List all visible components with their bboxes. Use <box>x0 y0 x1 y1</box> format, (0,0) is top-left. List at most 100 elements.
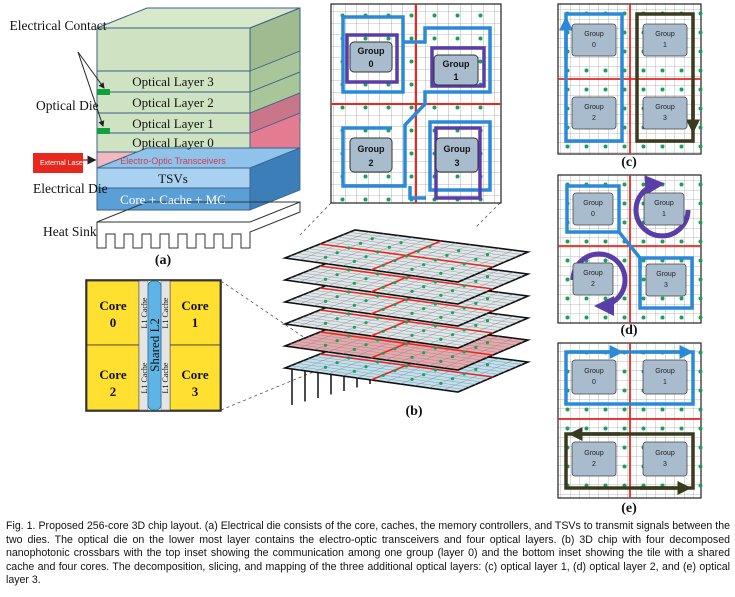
waveguide-node <box>622 369 627 374</box>
waveguide-node <box>409 13 414 18</box>
waveguide-node <box>409 59 414 64</box>
leader-line <box>474 202 501 229</box>
waveguide-node <box>565 407 570 412</box>
d-group-0-num: 0 <box>591 211 595 218</box>
tsvs-label: TSVs <box>158 171 188 186</box>
waveguide-node <box>698 277 703 282</box>
external-laser-box <box>33 153 83 173</box>
e-group-3-num: 3 <box>663 461 667 468</box>
core-2-box <box>86 344 140 411</box>
waveguide-node <box>698 201 703 206</box>
optical-die-label: Optical Die <box>36 98 99 113</box>
group-2-name: Group <box>358 144 385 154</box>
waveguide-node <box>478 59 483 64</box>
group-0-box <box>349 41 393 73</box>
waveguide-node <box>622 201 627 206</box>
group-1-name: Group <box>443 59 470 69</box>
waveguide-node <box>679 239 684 244</box>
waveguide-node <box>622 426 627 431</box>
waveguide-node <box>386 36 391 41</box>
d-group-3-num: 3 <box>664 282 668 289</box>
waveguide-node <box>565 258 570 263</box>
e-group-1-num: 1 <box>663 379 667 386</box>
d-group-0-name: Group <box>583 200 603 207</box>
c-group-0-name: Group <box>584 31 604 38</box>
waveguide-node <box>622 144 627 149</box>
waveguide-node <box>455 36 460 41</box>
waveguide-node <box>409 174 414 179</box>
waveguide-node <box>603 258 608 263</box>
waveguide-node <box>363 36 368 41</box>
waveguide-node <box>698 258 703 263</box>
waveguide-node <box>660 426 665 431</box>
waveguide-node <box>698 239 703 244</box>
panel-d: Group 0 Group 1 Group 2 Group 3 (d) <box>557 174 703 338</box>
waveguide-node <box>622 258 627 263</box>
waveguide-node <box>363 174 368 179</box>
waveguide-node <box>660 87 665 92</box>
figure-caption: Fig. 1. Proposed 256-core 3D chip layout… <box>6 520 730 587</box>
waveguide-node <box>679 68 684 73</box>
e-group-3-name: Group <box>655 450 675 457</box>
waveguide-node <box>603 315 608 320</box>
waveguide-node <box>622 315 627 320</box>
waveguide-node <box>603 239 608 244</box>
group-2-num: 2 <box>368 158 373 168</box>
core-3-num: 3 <box>192 384 199 399</box>
c-group-1-name: Group <box>655 31 675 38</box>
waveguide-node <box>698 483 703 488</box>
core-2-name: Core <box>99 367 126 382</box>
waveguide-node <box>565 144 570 149</box>
electrical-contact-pad <box>97 128 110 134</box>
waveguide-node <box>679 182 684 187</box>
waveguide-node <box>603 407 608 412</box>
d-group-3-name: Group <box>656 271 676 278</box>
waveguide-node <box>622 445 627 450</box>
group-2-box <box>349 137 393 173</box>
panel-b-label: (b) <box>405 404 422 419</box>
l1-cache-label: L1 Cache <box>140 297 149 328</box>
waveguide-node <box>698 388 703 393</box>
waveguide-node <box>698 369 703 374</box>
e-group-2-num: 2 <box>592 461 596 468</box>
waveguide-node <box>641 277 646 282</box>
waveguide-node <box>386 105 391 110</box>
waveguide-node <box>478 105 483 110</box>
waveguide-node <box>432 105 437 110</box>
waveguide-node <box>660 239 665 244</box>
e-group-1-name: Group <box>655 368 675 375</box>
waveguide-node <box>622 388 627 393</box>
e-group-0-name: Group <box>584 368 604 375</box>
waveguide-node <box>641 239 646 244</box>
waveguide-node <box>698 87 703 92</box>
waveguide-node <box>603 68 608 73</box>
waveguide-node <box>622 407 627 412</box>
c-group-3-name: Group <box>655 104 675 111</box>
waveguide-node <box>622 220 627 225</box>
waveguide-node <box>698 11 703 16</box>
waveguide-node <box>386 197 391 202</box>
waveguide-node <box>409 105 414 110</box>
shared-l2-label: Shared L2 <box>147 318 162 372</box>
waveguide-node <box>679 144 684 149</box>
waveguide-node <box>698 426 703 431</box>
optical-layer-2-label: Optical Layer 2 <box>132 95 214 110</box>
heat-sink-shape <box>96 201 301 249</box>
transceiver-label: Electro-Optic Transceivers <box>120 156 226 166</box>
waveguide-node <box>432 36 437 41</box>
core-1-box <box>169 280 221 346</box>
waveguide-node <box>603 296 608 301</box>
waveguide-node <box>698 144 703 149</box>
waveguide-node <box>584 426 589 431</box>
waveguide-node <box>565 277 570 282</box>
c-group-1-num: 1 <box>663 42 667 49</box>
waveguide-node <box>679 407 684 412</box>
waveguide-node <box>679 296 684 301</box>
group-1-box <box>433 54 479 86</box>
waveguide-node <box>584 68 589 73</box>
optical-layer-1-label: Optical Layer 1 <box>132 116 214 131</box>
tile-inset: Core 0 Core 1 Core 2 Core 3 L1 Cache L1 … <box>85 279 222 412</box>
d-group-1-name: Group <box>654 200 674 207</box>
waveguide-node <box>622 464 627 469</box>
